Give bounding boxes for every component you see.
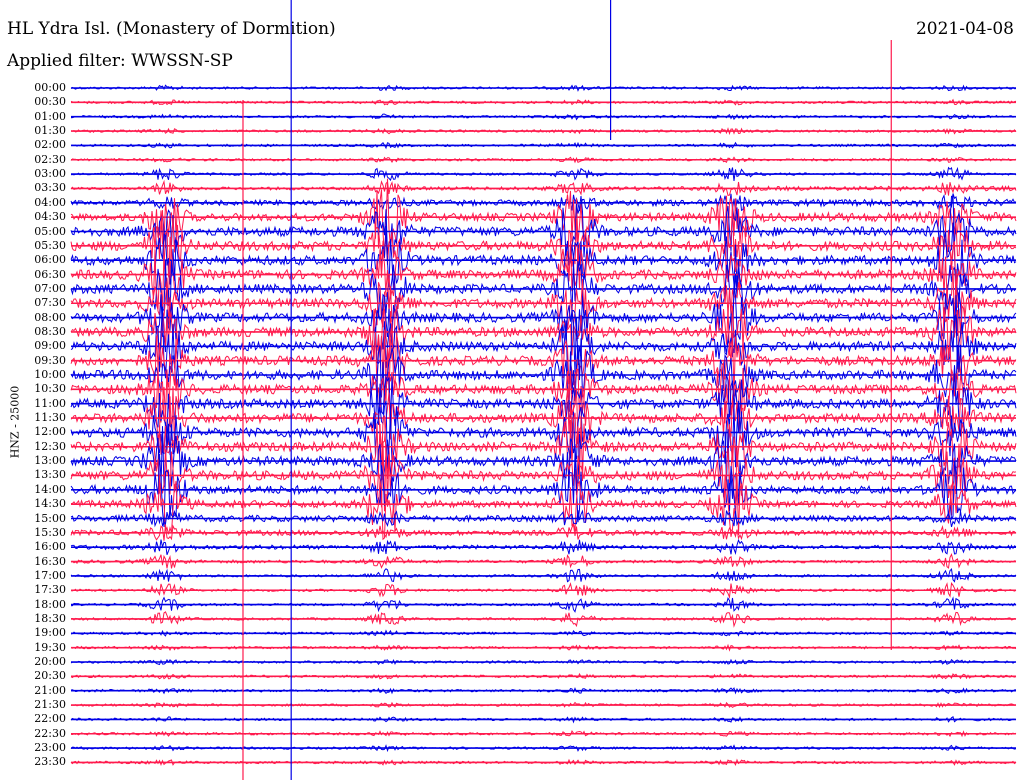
- time-label: 04:30: [34, 210, 66, 224]
- time-label: 13:00: [34, 454, 66, 468]
- time-label: 05:00: [34, 224, 66, 238]
- trace-row: [70, 358, 1017, 424]
- time-label: 10:30: [34, 382, 66, 396]
- record-date: 2021-04-08: [915, 19, 1014, 39]
- time-label: 18:30: [34, 611, 66, 625]
- time-label: 20:00: [34, 655, 66, 668]
- trace-row: [70, 178, 1017, 256]
- time-label: 02:00: [34, 138, 66, 152]
- trace-row: [70, 425, 1017, 499]
- time-label: 16:30: [34, 554, 66, 568]
- time-label: 17:30: [34, 583, 66, 597]
- time-label: 22:00: [34, 712, 66, 726]
- trace-row: [70, 441, 1017, 516]
- time-label: 04:00: [34, 195, 66, 209]
- time-label: 10:00: [34, 368, 66, 381]
- time-label: 13:30: [34, 468, 66, 482]
- time-label: 00:00: [34, 81, 66, 94]
- time-label: 01:00: [34, 109, 66, 123]
- time-label: 00:30: [34, 95, 66, 109]
- time-label: 22:30: [34, 726, 66, 740]
- trace-row: [70, 259, 1017, 319]
- time-label: 02:30: [34, 152, 66, 166]
- time-label: 18:00: [34, 597, 66, 611]
- time-label: 20:30: [34, 669, 66, 683]
- trace-row: [70, 400, 1017, 469]
- time-label: 14:00: [34, 482, 66, 496]
- time-label: 05:30: [34, 238, 66, 252]
- trace-row: [70, 179, 1017, 196]
- time-label: 09:30: [34, 353, 66, 367]
- time-label: 08:30: [34, 324, 66, 338]
- time-label: 19:00: [34, 626, 66, 640]
- time-label: 06:30: [34, 267, 66, 281]
- time-label: 23:30: [34, 755, 66, 769]
- trace-row: [70, 236, 1017, 310]
- station-title: HL Ydra Isl. (Monastery of Dormition): [7, 19, 336, 39]
- time-label: 11:00: [34, 396, 66, 410]
- trace-row: [70, 195, 1017, 265]
- time-label: 03:00: [34, 167, 66, 181]
- trace-row: [70, 368, 1017, 441]
- time-label: 23:00: [34, 741, 66, 755]
- trace-row: [70, 338, 1017, 412]
- time-label: 19:30: [34, 640, 66, 654]
- time-label: 08:00: [34, 310, 66, 324]
- trace-row: [70, 473, 1017, 541]
- trace-row: [70, 323, 1017, 403]
- time-label: 09:00: [34, 339, 66, 353]
- trace-row: [70, 282, 1017, 358]
- time-label: 03:30: [34, 181, 66, 195]
- time-label: 07:30: [34, 296, 66, 310]
- trace-row: [70, 412, 1017, 482]
- time-label: 15:00: [34, 511, 66, 525]
- time-label: 16:00: [34, 540, 66, 554]
- trace-row: [70, 304, 1017, 368]
- time-label: 14:30: [34, 497, 66, 511]
- time-label: 21:00: [34, 683, 66, 697]
- time-label: 01:30: [34, 124, 66, 138]
- time-label: 06:00: [34, 253, 66, 267]
- time-label: 12:30: [34, 439, 66, 453]
- trace-row: [70, 381, 1017, 449]
- time-label: 11:30: [34, 411, 66, 425]
- time-label: 15:30: [34, 525, 66, 539]
- time-label: 21:30: [34, 698, 66, 712]
- time-label: 07:00: [34, 281, 66, 295]
- trace-row: [70, 306, 1017, 379]
- trace-row: [70, 203, 1017, 281]
- filter-label: Applied filter: WWSSN-SP: [7, 51, 233, 71]
- time-label: 17:00: [34, 568, 66, 582]
- time-label: 12:00: [34, 425, 66, 439]
